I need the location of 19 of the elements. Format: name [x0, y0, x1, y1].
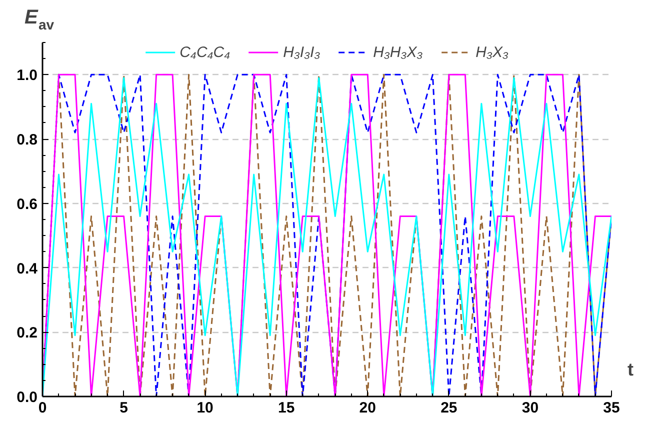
x-tick-label: 35	[603, 400, 620, 416]
x-tick-label: 15	[278, 400, 295, 416]
legend-label: H₃X₃	[476, 44, 508, 60]
y-tick-label: 0.4	[16, 260, 38, 278]
x-tick-label: 25	[440, 400, 458, 416]
x-tick-label: 30	[522, 400, 539, 416]
legend-label: H₃I₃I₃	[283, 44, 320, 60]
y-tick-label: 0.2	[16, 324, 38, 342]
y-tick-label: 0.6	[16, 196, 38, 213]
x-tick-label: 0	[38, 400, 47, 416]
legend-label: C₄C₄C₄	[180, 44, 230, 60]
x-axis-title: t	[628, 359, 634, 380]
x-tick-label: 5	[120, 400, 128, 416]
y-tick-label: 0.0	[16, 389, 38, 406]
x-tick-label: 20	[359, 400, 376, 416]
x-tick-label: 10	[196, 400, 214, 416]
legend-label: H₃H₃X₃	[373, 44, 423, 60]
y-tick-label: 1.0	[16, 67, 38, 84]
y-tick-label: 0.8	[16, 132, 38, 149]
